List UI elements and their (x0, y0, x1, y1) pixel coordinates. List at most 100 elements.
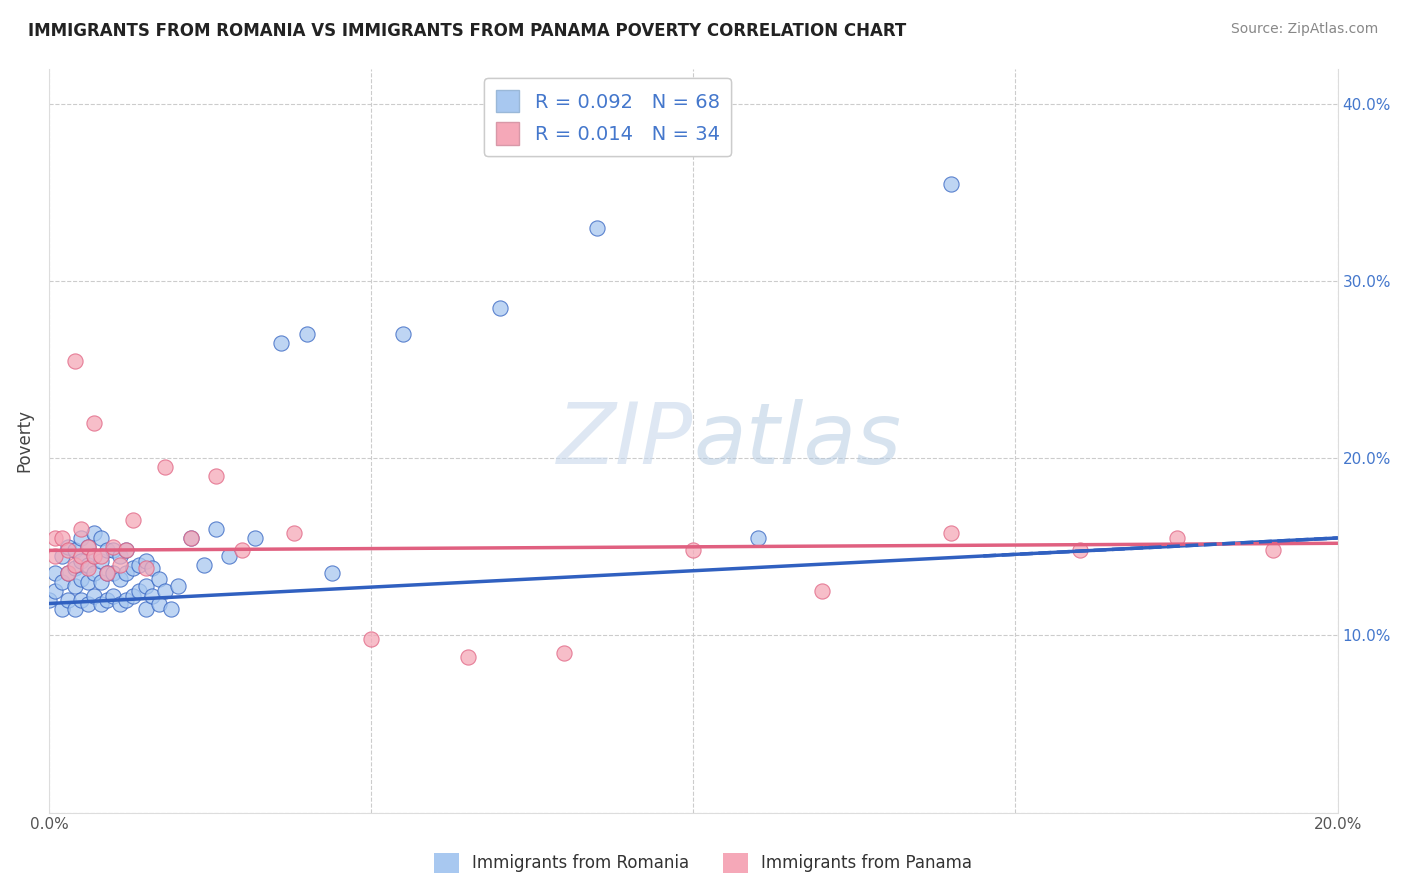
Point (108, 597, 131, 611)
Point (270, 336, 292, 351)
Point (63, 579, 86, 593)
Point (83, 416, 105, 430)
Point (121, 590, 143, 604)
Point (360, 632, 382, 646)
Point (180, 531, 202, 545)
Point (135, 579, 157, 593)
Point (51, 531, 73, 545)
Point (89, 575, 111, 590)
Point (135, 561, 157, 575)
Point (231, 543, 253, 558)
Point (44, 566, 66, 581)
Point (83, 549, 105, 563)
Y-axis label: Poverty: Poverty (15, 409, 32, 472)
Point (153, 584, 176, 599)
Point (553, 646, 575, 660)
Point (63, 543, 86, 558)
Text: atlas: atlas (693, 399, 901, 482)
Point (44, 584, 66, 599)
Text: IMMIGRANTS FROM ROMANIA VS IMMIGRANTS FROM PANAMA POVERTY CORRELATION CHART: IMMIGRANTS FROM ROMANIA VS IMMIGRANTS FR… (28, 22, 907, 40)
Point (193, 558, 215, 572)
Point (51, 575, 73, 590)
Point (141, 590, 163, 604)
Point (108, 572, 131, 586)
Point (283, 525, 305, 540)
Point (103, 566, 125, 581)
Point (585, 221, 607, 235)
Point (457, 649, 479, 664)
Point (295, 327, 318, 342)
Point (811, 584, 834, 599)
Point (148, 597, 170, 611)
Point (70, 554, 93, 568)
Point (682, 543, 704, 558)
Point (205, 469, 228, 483)
Point (76, 561, 98, 575)
Point (166, 579, 188, 593)
Point (103, 540, 125, 554)
Point (747, 531, 769, 545)
Point (70, 593, 93, 607)
Point (96, 543, 118, 558)
Point (51, 549, 73, 563)
Point (218, 549, 240, 563)
Point (83, 549, 105, 563)
Point (205, 522, 228, 536)
Point (70, 531, 93, 545)
Point (96, 593, 118, 607)
Point (63, 353, 86, 368)
Point (108, 558, 131, 572)
Point (121, 513, 143, 527)
Point (115, 566, 138, 581)
Point (76, 540, 98, 554)
Point (135, 554, 157, 568)
Point (76, 558, 98, 572)
Point (58, 593, 80, 607)
Point (103, 590, 125, 604)
Point (96, 566, 118, 581)
Point (70, 572, 93, 586)
Point (70, 522, 93, 536)
Point (128, 558, 150, 572)
Point (243, 531, 266, 545)
Point (58, 540, 80, 554)
Point (76, 540, 98, 554)
Point (160, 602, 183, 616)
Point (96, 566, 118, 581)
Point (153, 460, 176, 475)
Point (89, 549, 111, 563)
Point (115, 543, 138, 558)
Point (321, 566, 343, 581)
Text: ZIP: ZIP (557, 399, 693, 482)
Legend: Immigrants from Romania, Immigrants from Panama: Immigrants from Romania, Immigrants from… (427, 847, 979, 880)
Point (70, 549, 93, 563)
Point (38, 593, 60, 607)
Point (128, 584, 150, 599)
Point (1263, 543, 1285, 558)
Point (44, 531, 66, 545)
Point (89, 554, 111, 568)
Point (63, 561, 86, 575)
Legend: R = 0.092   N = 68, R = 0.014   N = 34: R = 0.092 N = 68, R = 0.014 N = 34 (484, 78, 731, 156)
Point (63, 602, 86, 616)
Point (58, 566, 80, 581)
Point (115, 593, 138, 607)
Point (58, 543, 80, 558)
Point (108, 549, 131, 563)
Point (89, 531, 111, 545)
Point (83, 590, 105, 604)
Point (89, 597, 111, 611)
Point (141, 561, 163, 575)
Point (51, 602, 73, 616)
Point (489, 301, 512, 315)
Point (76, 597, 98, 611)
Point (83, 566, 105, 581)
Point (1166, 531, 1188, 545)
Point (121, 561, 143, 575)
Point (392, 327, 415, 342)
Point (63, 558, 86, 572)
Point (148, 572, 170, 586)
Point (115, 543, 138, 558)
Text: Source: ZipAtlas.com: Source: ZipAtlas.com (1230, 22, 1378, 37)
Point (58, 566, 80, 581)
